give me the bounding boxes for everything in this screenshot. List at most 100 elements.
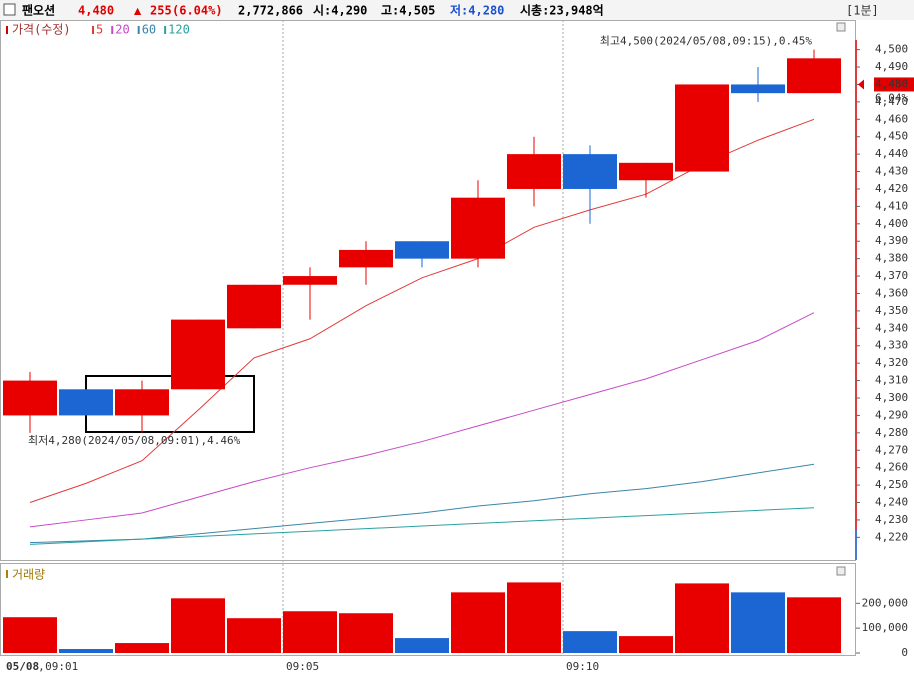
price: 4,480 bbox=[78, 4, 114, 18]
legend-entry: 60 bbox=[142, 23, 156, 37]
legend-entry: 5 bbox=[96, 23, 103, 37]
y-tick-label: 4,380 bbox=[875, 252, 908, 265]
candle-body bbox=[59, 389, 113, 416]
x-tick-label: 09:01 bbox=[45, 660, 78, 673]
legend-swatch bbox=[111, 26, 114, 34]
change-pct: (6.04%) bbox=[172, 4, 223, 18]
panel-button[interactable] bbox=[836, 566, 846, 576]
volume-bar bbox=[227, 618, 281, 653]
header-icon bbox=[3, 3, 16, 16]
y-tick-label: 4,430 bbox=[875, 165, 908, 178]
y-tick-label: 4,310 bbox=[875, 374, 908, 387]
legend-entry: 120 bbox=[168, 23, 190, 37]
volume-bar bbox=[283, 611, 337, 653]
volume-bar bbox=[59, 649, 113, 653]
last-price-marker bbox=[858, 79, 864, 90]
candle-body bbox=[507, 154, 561, 189]
candle-body bbox=[3, 380, 57, 416]
x-date-label: 05/08 bbox=[6, 660, 39, 673]
ma-line bbox=[29, 118, 815, 503]
y-tick-label: 4,220 bbox=[875, 530, 908, 543]
volume-bar bbox=[115, 643, 169, 653]
panel-button[interactable] bbox=[836, 22, 846, 32]
y-tick-label: 4,330 bbox=[875, 339, 908, 352]
candle-body bbox=[731, 84, 785, 94]
candle-body bbox=[171, 319, 225, 390]
y-tick-label: 4,300 bbox=[875, 391, 908, 404]
candle-body bbox=[563, 154, 617, 189]
header-bar bbox=[0, 0, 914, 20]
legend-swatch bbox=[92, 26, 94, 34]
interval[interactable]: [1분] bbox=[846, 4, 879, 18]
low: 저:4,280 bbox=[450, 3, 504, 18]
volume-bar bbox=[731, 592, 785, 653]
candle-body bbox=[619, 162, 673, 181]
y-tick-label: 4,340 bbox=[875, 321, 908, 334]
legend-marker bbox=[6, 570, 8, 578]
y-tick-label: 4,290 bbox=[875, 408, 908, 421]
y-tick-label: 4,240 bbox=[875, 496, 908, 509]
candle-body bbox=[787, 58, 841, 94]
high-annotation: 최고4,500(2024/05/08,09:15),0.45% bbox=[600, 35, 813, 48]
ma-line bbox=[29, 312, 815, 528]
y-tick-label: 4,230 bbox=[875, 513, 908, 526]
y-tick-label: 4,440 bbox=[875, 147, 908, 160]
y-tick-label: 4,350 bbox=[875, 304, 908, 317]
candle-body bbox=[395, 241, 449, 259]
volume-bar bbox=[563, 631, 617, 653]
y-tick-label: 4,370 bbox=[875, 269, 908, 282]
stock-name: 팬오션 bbox=[22, 3, 55, 18]
legend-swatch bbox=[137, 26, 140, 34]
legend-marker bbox=[6, 26, 8, 34]
volume-bar bbox=[619, 636, 673, 653]
volume-bar bbox=[171, 598, 225, 653]
volume-bar bbox=[451, 592, 505, 653]
candle-body bbox=[339, 249, 393, 268]
y-tick-label: 4,270 bbox=[875, 443, 908, 456]
market-cap: 시총:23,948억 bbox=[520, 3, 604, 18]
x-tick-label: 09:05 bbox=[286, 660, 319, 673]
volume-bar bbox=[675, 583, 729, 653]
y-tick-label: 4,460 bbox=[875, 112, 908, 125]
x-sep: , bbox=[38, 660, 45, 673]
y-tick-label: 100,000 bbox=[862, 621, 908, 634]
ma-line bbox=[29, 463, 815, 544]
y-tick-label: 4,250 bbox=[875, 478, 908, 491]
y-tick-label: 0 bbox=[901, 646, 908, 659]
y-tick-label: 4,450 bbox=[875, 130, 908, 143]
y-tick-label: 4,490 bbox=[875, 60, 908, 73]
y-tick-label: 200,000 bbox=[862, 596, 908, 609]
candle-body bbox=[675, 84, 729, 172]
legend-title: 가격(수정) bbox=[12, 23, 71, 37]
last-price-label: 4,480 bbox=[875, 77, 908, 90]
volume-bar bbox=[3, 617, 57, 653]
legend-entry: 20 bbox=[115, 23, 129, 37]
last-price-box bbox=[874, 77, 914, 92]
y-tick-label: 4,500 bbox=[875, 43, 908, 56]
candle-body bbox=[115, 389, 169, 416]
volume-bar bbox=[339, 613, 393, 653]
y-tick-label: 4,470 bbox=[875, 95, 908, 108]
y-tick-label: 4,410 bbox=[875, 199, 908, 212]
x-tick-label: 09:10 bbox=[566, 660, 599, 673]
candle-body bbox=[451, 197, 505, 259]
volume-bar bbox=[507, 582, 561, 653]
volume-panel bbox=[0, 563, 856, 656]
high: 고:4,505 bbox=[381, 4, 435, 18]
volume-bar bbox=[395, 638, 449, 653]
change: 255 bbox=[150, 4, 172, 18]
y-tick-label: 4,280 bbox=[875, 426, 908, 439]
y-tick-label: 4,320 bbox=[875, 356, 908, 369]
y-tick-label: 4,390 bbox=[875, 234, 908, 247]
y-tick-label: 4,260 bbox=[875, 461, 908, 474]
volume-bar bbox=[787, 597, 841, 653]
arrow: ▲ bbox=[134, 4, 142, 18]
legend-swatch bbox=[164, 26, 167, 34]
y-tick-label: 4,400 bbox=[875, 217, 908, 230]
volume: 2,772,866 bbox=[238, 4, 303, 18]
last-price-pct: 6.04% bbox=[875, 91, 908, 104]
candle-body bbox=[227, 284, 281, 329]
ma-line bbox=[29, 507, 815, 545]
